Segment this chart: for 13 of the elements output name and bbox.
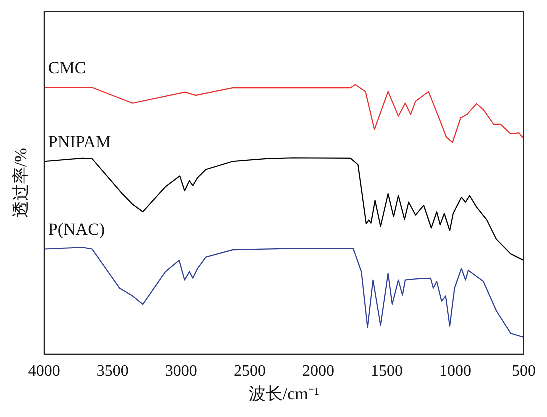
- x-tick-label: 1000: [439, 363, 472, 380]
- x-tick-label: 4000: [28, 363, 60, 380]
- x-axis-title: 波长/cm⁻¹: [248, 384, 320, 404]
- series-label: PNIPAM: [48, 132, 112, 152]
- x-tick-label: 2000: [302, 363, 334, 380]
- x-tick-label: 1500: [370, 363, 403, 380]
- series-label: P(NAC): [48, 220, 106, 240]
- y-axis-title: 透过率/%: [12, 148, 31, 218]
- x-tick-label: 3500: [96, 363, 129, 380]
- x-tick-label: 3000: [165, 363, 198, 380]
- x-tick-label: 2500: [234, 363, 266, 380]
- series-label: CMC: [48, 58, 86, 78]
- x-tick-label: 500: [512, 363, 536, 380]
